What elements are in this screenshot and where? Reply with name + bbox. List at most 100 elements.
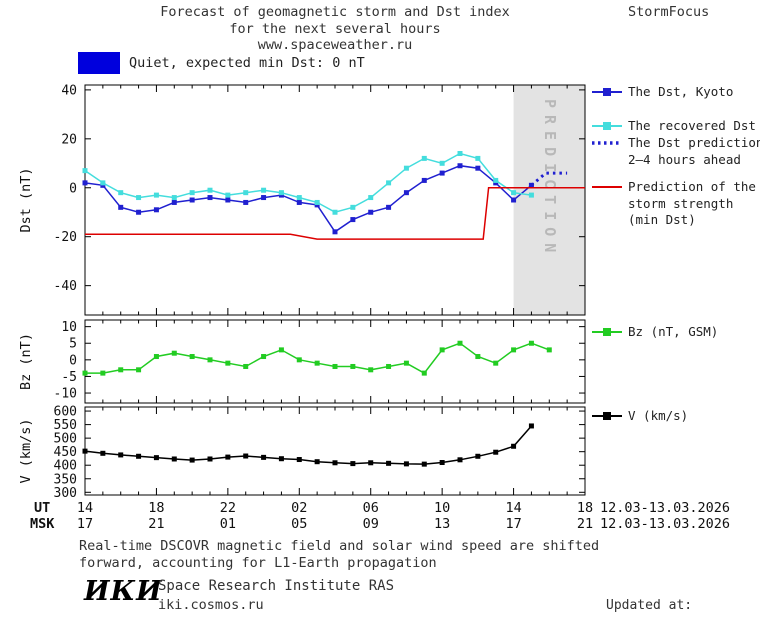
series-marker (332, 209, 338, 215)
y-tick-label: 400 (54, 459, 77, 474)
series-marker (100, 450, 106, 456)
series-marker (350, 204, 356, 210)
series-marker (118, 452, 124, 458)
institute-site-url: iki.cosmos.ru (158, 597, 264, 613)
propagation-note: Real-time DSCOVR magnetic field and sola… (79, 538, 599, 572)
msk-row-label: MSK (30, 516, 55, 532)
series-marker (261, 195, 267, 201)
series-marker (350, 461, 356, 467)
series-marker (261, 454, 267, 460)
series-marker (189, 197, 195, 203)
legend-label-line: 2–4 hours ahead (628, 151, 741, 167)
series-marker (386, 363, 392, 369)
series-marker (171, 456, 177, 462)
series-marker (153, 192, 159, 198)
y-tick-label: 500 (54, 432, 77, 447)
y-tick-label: 0 (69, 181, 77, 196)
series-marker (386, 204, 392, 210)
msk-tick-label: 13 (434, 516, 450, 532)
msk-date-range: 12.03-13.03.2026 (600, 516, 730, 532)
series-marker (475, 165, 481, 171)
legend-label-line: (min Dst) (628, 212, 696, 227)
series-marker (243, 190, 249, 196)
series-marker (118, 367, 124, 373)
recovered-dst-swatch-icon (592, 122, 622, 130)
series-marker (207, 357, 213, 363)
bz-swatch-icon (592, 328, 622, 336)
series-dst-kyoto (84, 164, 532, 233)
series-marker (546, 347, 552, 353)
msk-tick-label: 01 (220, 516, 236, 532)
series-marker (368, 367, 374, 373)
legend-item-recovered-dst: The recovered Dst (592, 118, 756, 135)
ut-tick-label: 02 (291, 500, 307, 516)
legend-item-dst-kyoto: The Dst, Kyoto (592, 84, 733, 101)
ut-tick-label: 22 (220, 500, 236, 516)
series-marker (100, 370, 106, 376)
series-marker (421, 177, 427, 183)
status-label: Quiet, expected min Dst: 0 nT (129, 55, 365, 71)
series-marker (332, 229, 338, 235)
series-marker (511, 347, 517, 353)
y-tick-label: 550 (54, 418, 77, 433)
series-marker (511, 197, 517, 203)
series-marker (243, 363, 249, 369)
panel-bz: 10 50 -5 -10 Bz (nT) (18, 319, 586, 404)
y-tick-label: -40 (54, 279, 77, 294)
series-marker (296, 199, 302, 205)
series-marker (475, 354, 481, 360)
legend-item-min-dst: Prediction of the storm strength (min Ds… (592, 179, 756, 229)
series-marker (386, 460, 392, 466)
ut-tick-label: 14 (505, 500, 521, 516)
dst-prediction-swatch-icon (592, 141, 622, 145)
series-marker (350, 217, 356, 223)
updated-at-block: Updated at: UT 14:05, 13.03.2026 MSK 17:… (606, 565, 760, 620)
legend-item-bz: Bz (nT, GSM) (592, 324, 718, 341)
note-line-1: Real-time DSCOVR magnetic field and sola… (79, 538, 600, 554)
series-marker (136, 195, 142, 201)
y-tick-label: 350 (54, 472, 77, 487)
series-marker (82, 370, 88, 376)
series-marker (171, 350, 177, 356)
series-marker (225, 360, 231, 366)
series-marker (136, 367, 142, 373)
prediction-zone (513, 85, 585, 315)
series-marker (439, 347, 445, 353)
iki-logo: ИКИ (84, 576, 163, 607)
series-marker (225, 454, 231, 460)
y-tick-label: -10 (54, 387, 77, 402)
series-marker (261, 354, 267, 360)
msk-tick-label: 09 (363, 516, 379, 532)
series-marker (511, 443, 517, 449)
panel-frame (84, 319, 586, 404)
series-dst-prediction (530, 171, 568, 187)
y-axis-title: Bz (nT) (18, 333, 34, 390)
series-marker (278, 190, 284, 196)
series-marker (403, 190, 409, 196)
y-tick-label: 300 (54, 486, 77, 501)
title-line-1: Forecast of geomagnetic storm and Dst in… (160, 4, 510, 20)
series-marker (207, 195, 213, 201)
series-marker (296, 195, 302, 201)
swatch-marker (603, 412, 611, 420)
legend-label: V (km/s) (628, 408, 689, 423)
series-marker (314, 360, 320, 366)
series-marker (314, 199, 320, 205)
v-swatch-icon (592, 412, 622, 420)
series-marker (528, 340, 534, 346)
series-marker (457, 151, 463, 157)
institute-name: Space Research Institute RAS (158, 578, 395, 594)
min-dst-swatch-icon (592, 186, 622, 188)
y-tick-label: 600 (54, 405, 77, 420)
series-marker (457, 340, 463, 346)
series-marker (332, 363, 338, 369)
series-marker (528, 192, 534, 198)
legend-label: The Dst, Kyoto (628, 84, 734, 99)
series-marker (118, 204, 124, 210)
swatch-marker (603, 328, 611, 336)
series-marker (368, 195, 374, 201)
ut-tick-label: 10 (434, 500, 450, 516)
series-marker (82, 448, 88, 454)
dst-kyoto-swatch-icon (592, 88, 622, 96)
